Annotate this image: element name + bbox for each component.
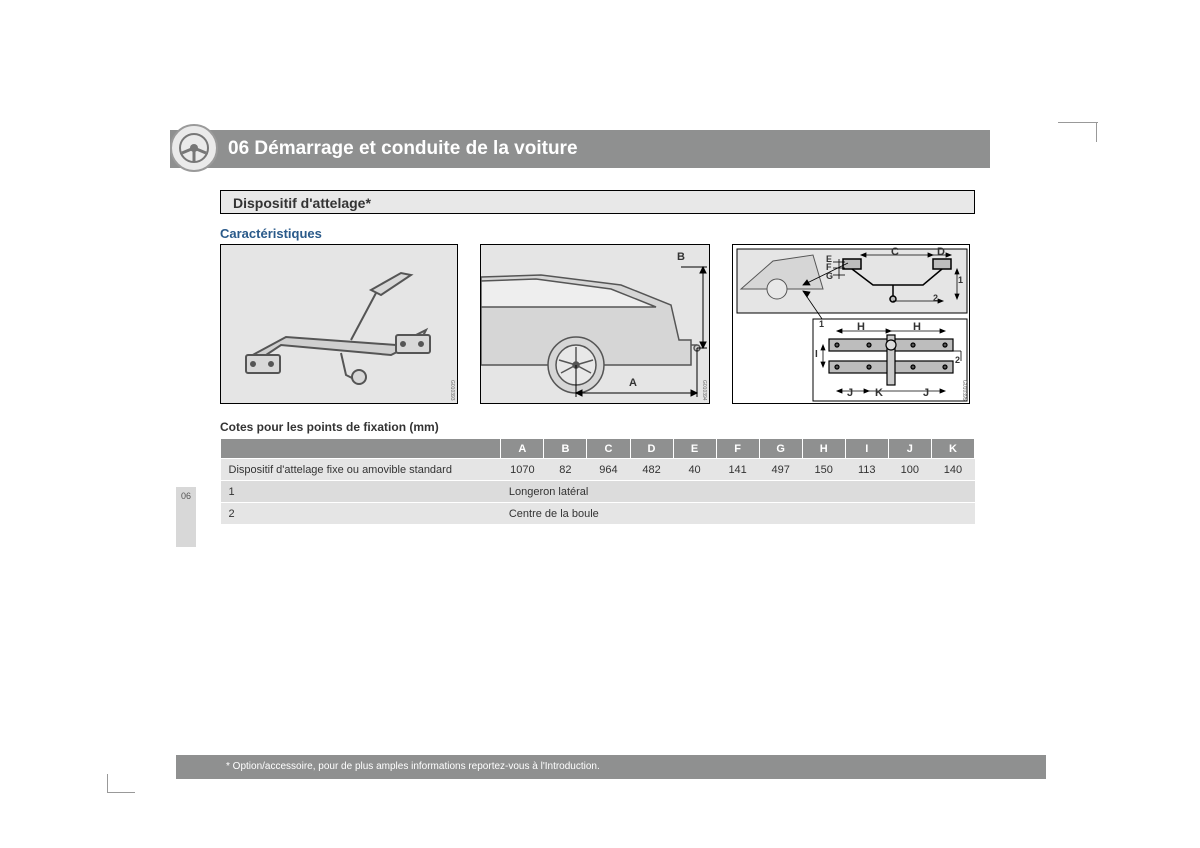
row-span: Centre de la boule <box>501 503 975 525</box>
cell: 140 <box>931 459 974 481</box>
th: A <box>501 439 544 459</box>
table-row: Dispositif d'attelage fixe ou amovible s… <box>221 459 975 481</box>
cell: 82 <box>544 459 587 481</box>
crop-mark <box>107 792 135 793</box>
dim-label-b: B <box>677 251 685 263</box>
cell: 497 <box>759 459 802 481</box>
section-title: Dispositif d'attelage* <box>220 190 975 214</box>
dim-2b: 2 <box>955 355 960 365</box>
cell: 964 <box>587 459 630 481</box>
chapter-header: 06 Démarrage et conduite de la voiture <box>170 130 990 168</box>
image-code: G010393 <box>449 380 455 401</box>
dim-c: C <box>891 246 899 258</box>
crop-mark <box>1058 122 1098 123</box>
dim-h2: H <box>913 321 921 333</box>
th: K <box>931 439 974 459</box>
diagram-car-side: A B G010394 <box>480 244 710 404</box>
dim-h1: H <box>857 321 865 333</box>
th: H <box>802 439 845 459</box>
row-label: 1 <box>221 481 501 503</box>
table-row: 1 Longeron latéral <box>221 481 975 503</box>
dim-d: D <box>937 246 945 258</box>
crop-mark <box>107 774 108 792</box>
dim-g: G <box>826 271 833 281</box>
th: C <box>587 439 630 459</box>
dim-j1: J <box>847 387 853 399</box>
section-tab-number: 06 <box>176 491 196 501</box>
row-label: 2 <box>221 503 501 525</box>
diagram-towbar: G010393 <box>220 244 458 404</box>
cell: 100 <box>888 459 931 481</box>
dim-k: K <box>875 387 883 399</box>
image-code: G010395 <box>961 380 967 401</box>
dim-2a: 2 <box>933 293 938 303</box>
cell: 482 <box>630 459 673 481</box>
th: J <box>888 439 931 459</box>
th: I <box>845 439 888 459</box>
dim-label-a: A <box>629 377 637 389</box>
image-code: G010394 <box>701 380 707 401</box>
cell: 40 <box>673 459 716 481</box>
section-tab: 06 <box>176 487 196 547</box>
th: F <box>716 439 759 459</box>
th: E <box>673 439 716 459</box>
th: D <box>630 439 673 459</box>
row-label: Dispositif d'attelage fixe ou amovible s… <box>221 459 501 481</box>
subheading: Caractéristiques <box>220 226 322 241</box>
fixation-table: A B C D E F G H I J K Dispositif d'attel… <box>220 438 975 525</box>
dim-j2: J <box>923 387 929 399</box>
th: B <box>544 439 587 459</box>
cell: 113 <box>845 459 888 481</box>
row-span: Longeron latéral <box>501 481 975 503</box>
diagram-row: G010393 <box>220 244 975 404</box>
diagram-mounting: C D E F G 1 2 1 H H I 2 J K J G010395 <box>732 244 970 404</box>
steering-wheel-icon <box>170 124 218 172</box>
dim-1b: 1 <box>819 319 824 329</box>
th-blank <box>221 439 501 459</box>
dim-i: I <box>815 349 818 360</box>
table-row: 2 Centre de la boule <box>221 503 975 525</box>
cell: 141 <box>716 459 759 481</box>
cell: 150 <box>802 459 845 481</box>
dim-1a: 1 <box>958 275 963 285</box>
footer-note: * Option/accessoire, pour de plus amples… <box>176 755 1046 779</box>
cell: 1070 <box>501 459 544 481</box>
table-title: Cotes pour les points de fixation (mm) <box>220 420 439 434</box>
th: G <box>759 439 802 459</box>
crop-mark <box>1096 122 1097 142</box>
